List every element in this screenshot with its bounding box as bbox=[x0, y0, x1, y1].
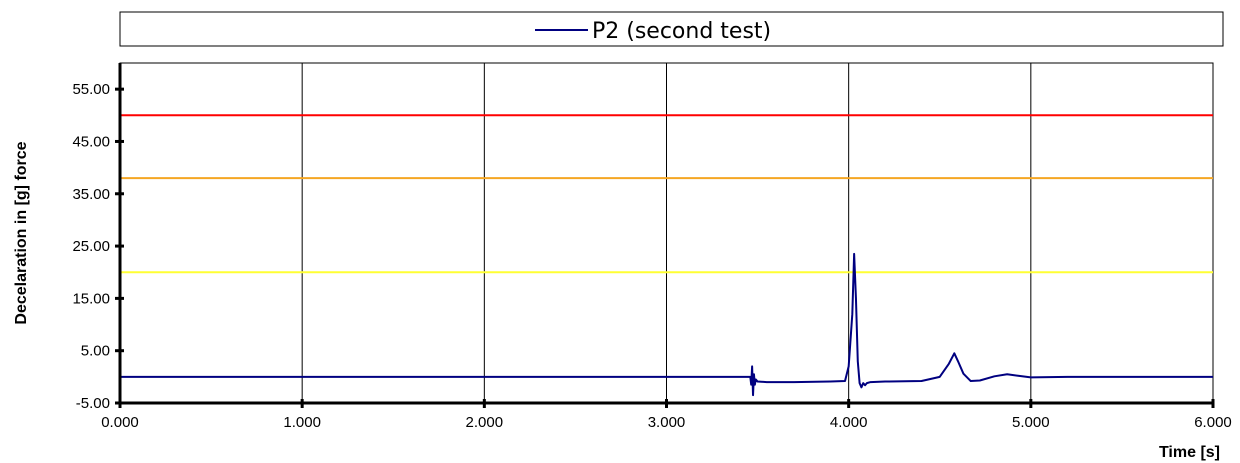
y-tick-label-3: 25.00 bbox=[72, 238, 110, 255]
series-layer bbox=[120, 252, 1213, 397]
y-tick-label-0: 55.00 bbox=[72, 81, 110, 98]
legend-label: P2 (second test) bbox=[592, 19, 771, 44]
y-tick-label-4: 15.00 bbox=[72, 290, 110, 307]
y-tick-label-6: -5.00 bbox=[76, 395, 110, 412]
x-axis-ticks: 0.000 1.000 2.000 3.000 4.000 5.000 6.000 bbox=[101, 399, 1232, 431]
legend-box bbox=[119, 11, 1224, 47]
x-tick-label-3: 3.000 bbox=[648, 414, 686, 431]
y-tick-label-2: 35.00 bbox=[72, 186, 110, 203]
y-axis-ticks: 55.00 45.00 35.00 25.00 15.00 5.00 -5.00 bbox=[72, 81, 124, 412]
x-tick-label-6: 6.000 bbox=[1194, 414, 1232, 431]
x-tick-label-4: 4.000 bbox=[830, 414, 868, 431]
series-line-0 bbox=[120, 252, 1213, 397]
x-tick-label-5: 5.000 bbox=[1012, 414, 1050, 431]
legend: P2 (second test) bbox=[119, 11, 1224, 47]
x-axis-title: Time [s] bbox=[1159, 444, 1220, 461]
threshold-lines bbox=[120, 114, 1213, 274]
vertical-gridlines bbox=[301, 63, 1032, 403]
x-tick-label-2: 2.000 bbox=[466, 414, 504, 431]
y-tick-label-1: 45.00 bbox=[72, 133, 110, 150]
x-tick-label-1: 1.000 bbox=[283, 414, 321, 431]
x-tick-label-0: 0.000 bbox=[101, 414, 139, 431]
y-tick-label-5: 5.00 bbox=[81, 343, 110, 360]
y-axis-title: Decelaration in [g] force bbox=[13, 141, 30, 324]
